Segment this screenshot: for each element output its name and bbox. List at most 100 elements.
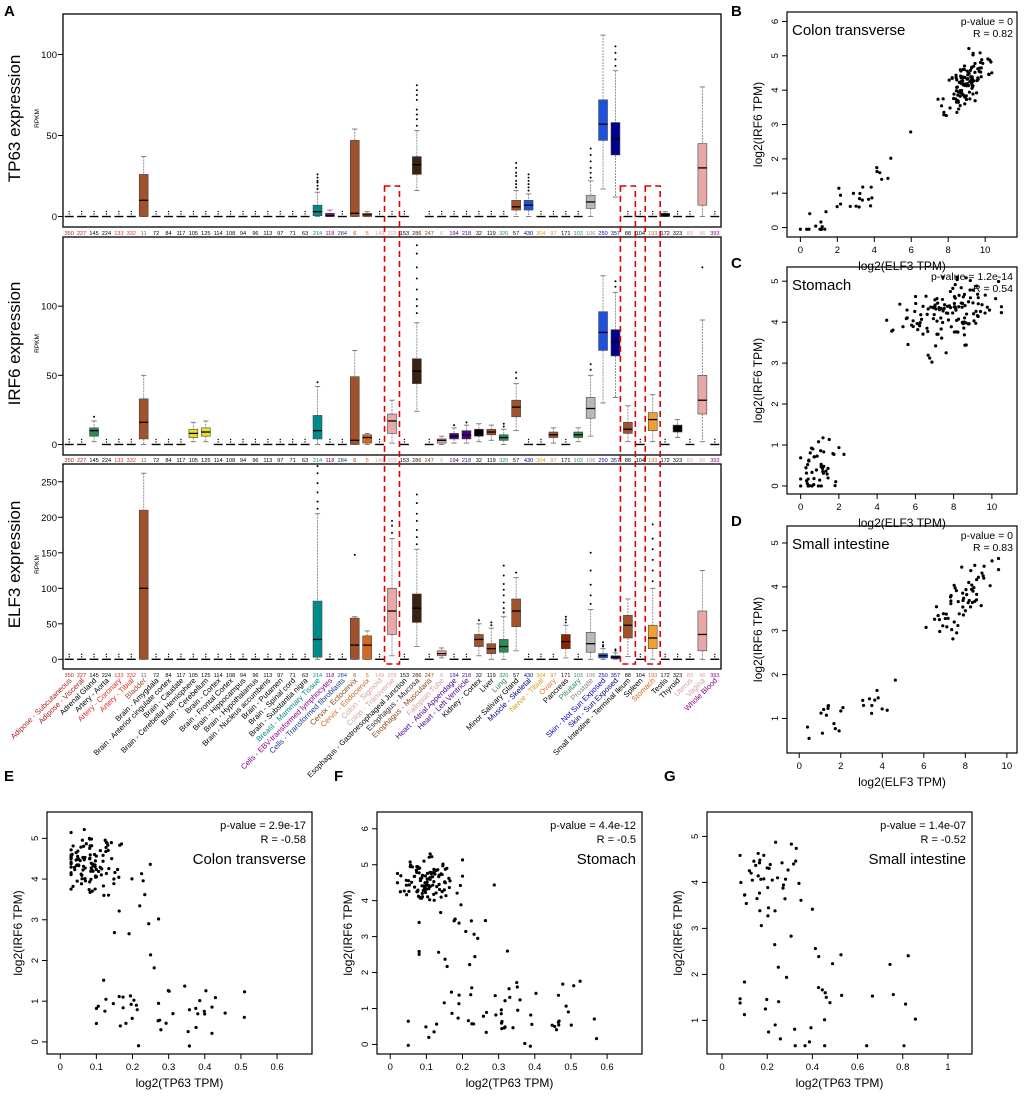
scatter-point — [967, 90, 972, 94]
plot-frame — [786, 11, 1018, 238]
scatter-point — [935, 297, 939, 301]
sample-count: 323 — [673, 673, 682, 679]
outlier-point — [329, 438, 331, 441]
x-tick-label: 0.2 — [456, 1062, 469, 1073]
plot-frame — [786, 266, 1018, 495]
outlier-point — [502, 425, 505, 428]
outlier-point — [552, 653, 555, 656]
outlier-point — [403, 213, 406, 215]
scatter-point — [999, 310, 1004, 315]
sample-count: 224 — [102, 458, 111, 464]
outlier-point — [415, 252, 418, 255]
outlier-point — [415, 536, 418, 539]
box-small-intestine-terminal-ileum — [623, 405, 633, 443]
scatter-point — [83, 866, 87, 870]
box-cells-ebv-transformed-lymphocytes — [325, 209, 335, 217]
scatter-point — [773, 943, 777, 947]
outlier-point — [68, 210, 70, 213]
scatter-point — [470, 986, 474, 990]
y-axis-label: log2(IRF6 TPM) — [341, 890, 355, 975]
scatter-point — [758, 858, 762, 862]
scatter-point — [981, 61, 985, 65]
scatter-point — [842, 452, 846, 456]
scatter-point — [739, 880, 743, 885]
scatter-point — [793, 1027, 797, 1031]
y-tick-label: 1 — [30, 999, 41, 1004]
box-esophagus-mucosa — [412, 84, 422, 192]
scatter-point — [578, 979, 582, 983]
sample-count: 323 — [673, 458, 682, 464]
scatter-point — [765, 866, 769, 870]
scatter-title: Small intestine — [792, 536, 890, 553]
outlier-point — [552, 656, 555, 658]
scatter-point — [69, 887, 73, 891]
scatter-point — [838, 193, 843, 197]
outlier-point — [254, 210, 257, 213]
outlier-point — [577, 210, 579, 213]
scatter-point — [974, 321, 978, 325]
outlier-point — [378, 653, 381, 656]
scatter-point — [79, 882, 84, 886]
scatter-point — [102, 893, 106, 897]
scatter-point — [812, 455, 816, 459]
outlier-point — [515, 166, 518, 169]
outlier-point — [403, 656, 406, 658]
scatter-point — [971, 312, 976, 316]
y-tick-label: 3 — [30, 917, 41, 922]
scatter-point — [817, 954, 821, 959]
scatter-point — [810, 484, 814, 488]
scatter-point — [786, 868, 790, 872]
sample-count: 11 — [141, 458, 147, 464]
scatter-point — [756, 851, 760, 856]
scatter-point — [499, 1012, 503, 1016]
scatter-point — [766, 1030, 771, 1034]
scatter-point — [811, 447, 815, 451]
sample-count: 172 — [660, 231, 669, 237]
scatter-point — [854, 204, 858, 208]
scatter-point — [976, 296, 980, 300]
scatter-point — [742, 1013, 747, 1017]
scatter-point — [956, 317, 961, 321]
scatter-point — [822, 450, 826, 454]
x-tick-label: 0.1 — [90, 1062, 103, 1073]
outlier-point — [589, 160, 592, 163]
outlier-point — [80, 441, 83, 443]
scatter-point — [932, 617, 937, 621]
x-tick-label: 10 — [1002, 761, 1013, 772]
sample-count: 83 — [687, 231, 693, 237]
outlier-point — [93, 415, 96, 418]
box-breast-mammary-tissue — [312, 381, 323, 445]
outlier-point — [602, 645, 605, 648]
outlier-point — [415, 84, 418, 87]
scatter-point — [148, 953, 153, 957]
r-value-text: R = -0.52 — [920, 834, 966, 846]
sample-count: 71 — [290, 231, 296, 237]
sample-count: 84 — [165, 231, 171, 237]
scatter-point — [916, 328, 920, 332]
scatter-point — [962, 333, 966, 337]
box-iqr — [697, 375, 708, 415]
scatter-point — [156, 917, 161, 921]
outlier-point — [291, 653, 294, 656]
scatter-point — [964, 588, 968, 592]
scatter-point — [909, 323, 914, 327]
scatter-point — [112, 931, 117, 935]
scatter-point — [808, 451, 812, 455]
sample-count: 332 — [127, 231, 136, 237]
sample-count: 84 — [165, 673, 171, 679]
scatter-point — [979, 70, 983, 74]
sample-count: 57 — [513, 231, 519, 237]
scatter-point — [925, 312, 929, 316]
outlier-point — [217, 656, 219, 658]
x-tick-label: 1 — [945, 1062, 950, 1073]
scatter-point — [902, 1044, 906, 1048]
outlier-point — [316, 173, 319, 176]
sample-count: 145 — [89, 231, 98, 237]
box-skin-not-sun-exposed — [598, 275, 608, 404]
x-tick-label: 0.6 — [270, 1062, 283, 1073]
sample-count: 218 — [462, 673, 471, 679]
sample-count: 119 — [487, 458, 496, 464]
sample-count: 357 — [611, 231, 620, 237]
scatter-point — [426, 883, 431, 888]
box-iqr — [511, 598, 521, 627]
